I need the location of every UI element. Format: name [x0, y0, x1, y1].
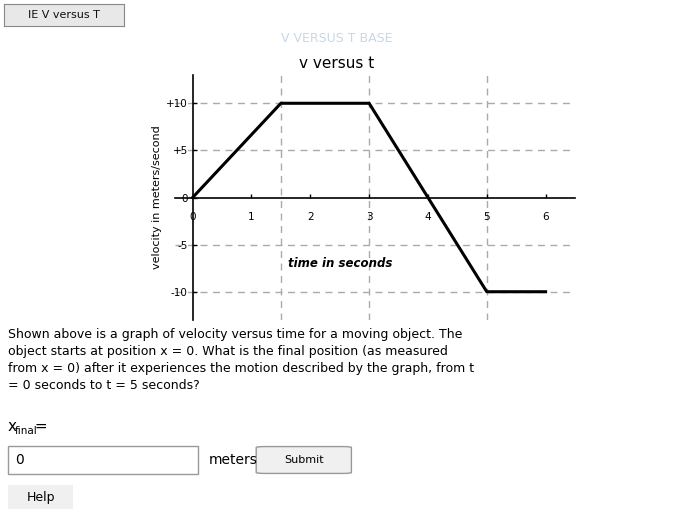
- Text: 2: 2: [307, 212, 313, 222]
- Text: 5: 5: [483, 212, 490, 222]
- Text: 4: 4: [425, 212, 431, 222]
- Text: IE V versus T: IE V versus T: [28, 10, 100, 20]
- Text: 0: 0: [15, 453, 24, 467]
- FancyBboxPatch shape: [5, 484, 76, 510]
- Text: Submit: Submit: [284, 455, 324, 465]
- Text: v versus t: v versus t: [299, 56, 375, 71]
- Text: 1: 1: [248, 212, 255, 222]
- Text: x: x: [8, 419, 17, 434]
- Text: 6: 6: [543, 212, 549, 222]
- Text: 3: 3: [366, 212, 373, 222]
- Text: Help: Help: [26, 490, 55, 504]
- Text: meters: meters: [208, 453, 257, 467]
- Text: Shown above is a graph of velocity versus time for a moving object. The
object s: Shown above is a graph of velocity versu…: [8, 328, 474, 392]
- Bar: [8, 446, 198, 474]
- Text: time in seconds: time in seconds: [288, 257, 392, 270]
- Y-axis label: velocity in meters/second: velocity in meters/second: [152, 126, 162, 269]
- FancyBboxPatch shape: [256, 446, 351, 474]
- Text: final: final: [15, 426, 38, 436]
- Text: V VERSUS T BASE: V VERSUS T BASE: [281, 31, 393, 45]
- Text: =: =: [30, 419, 48, 434]
- Text: 0: 0: [189, 212, 196, 222]
